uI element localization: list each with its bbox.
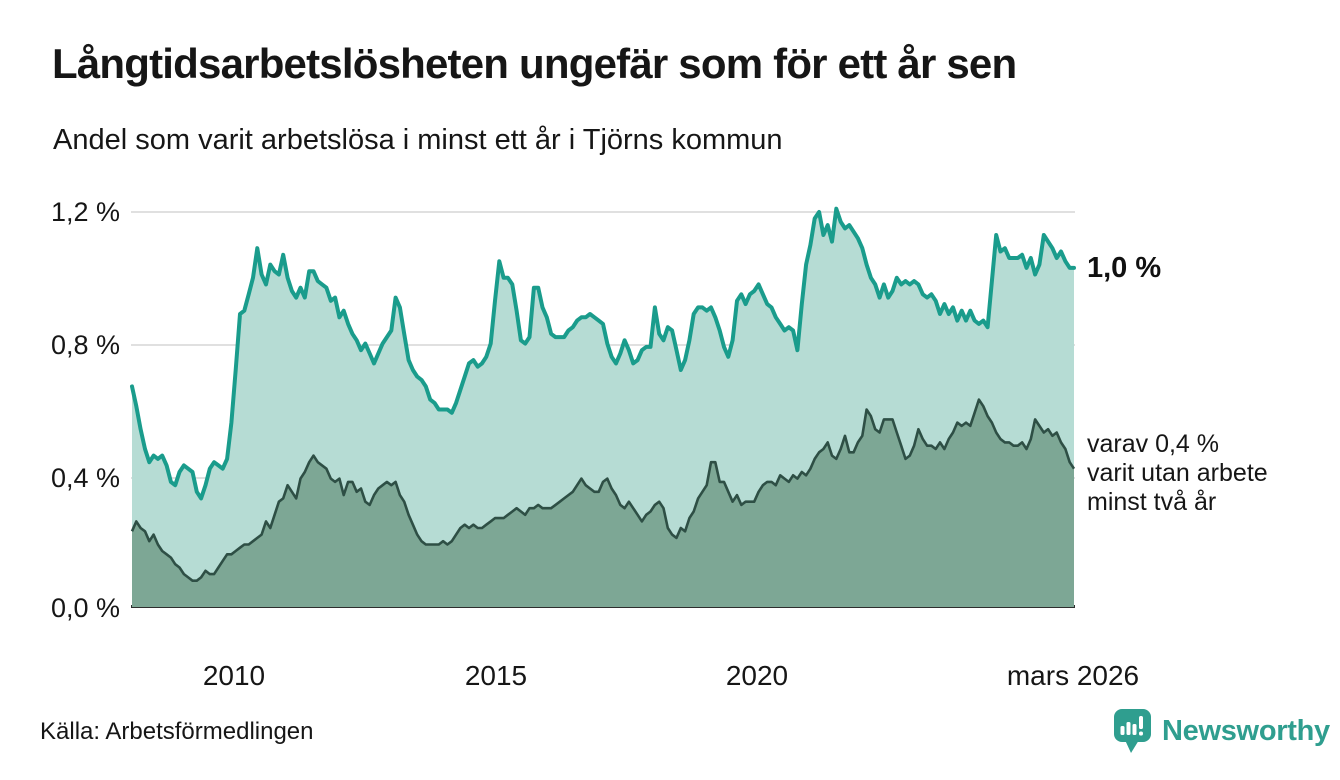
y-axis-label-0-4: 0,4 % — [50, 463, 120, 493]
y-axis-label-1-2: 1,2 % — [50, 197, 120, 227]
y-axis-label-0-8: 0,8 % — [50, 330, 120, 360]
very-long-term-area-fill — [132, 399, 1074, 607]
newsworthy-logo: Newsworthy — [1113, 708, 1330, 755]
newsworthy-logo-text: Newsworthy — [1162, 715, 1330, 747]
annotation-line-2: varit utan arbete — [1087, 459, 1268, 487]
y-axis-label-0-0: 0,0 % — [50, 593, 120, 623]
page-title: Långtidsarbetslösheten ungefär som för e… — [52, 40, 1017, 87]
x-axis-label-mars-2026: mars 2026 — [1006, 660, 1140, 691]
gridline-1-2 — [131, 211, 1075, 213]
x-axis-label-2010: 2010 — [202, 660, 266, 691]
source-text: Källa: Arbetsförmedlingen — [40, 718, 314, 745]
very-long-term-line — [130, 398, 1076, 582]
annotation-line-3: minst två år — [1087, 488, 1217, 516]
last-value-label-long-term: 1,0 % — [1087, 252, 1162, 284]
last-value-label-very-long-term: varav 0,4 % varit utan arbete minst två … — [1087, 430, 1268, 517]
newsworthy-logo-icon — [1114, 709, 1151, 753]
x-axis-label-2015: 2015 — [464, 660, 528, 691]
long-term-line — [130, 206, 1076, 501]
page-subtitle: Andel som varit arbetslösa i minst ett å… — [53, 124, 783, 156]
x-axis-label-2020: 2020 — [725, 660, 789, 691]
area-chart — [130, 206, 1076, 607]
annotation-line-1: varav 0,4 % — [1087, 430, 1220, 458]
